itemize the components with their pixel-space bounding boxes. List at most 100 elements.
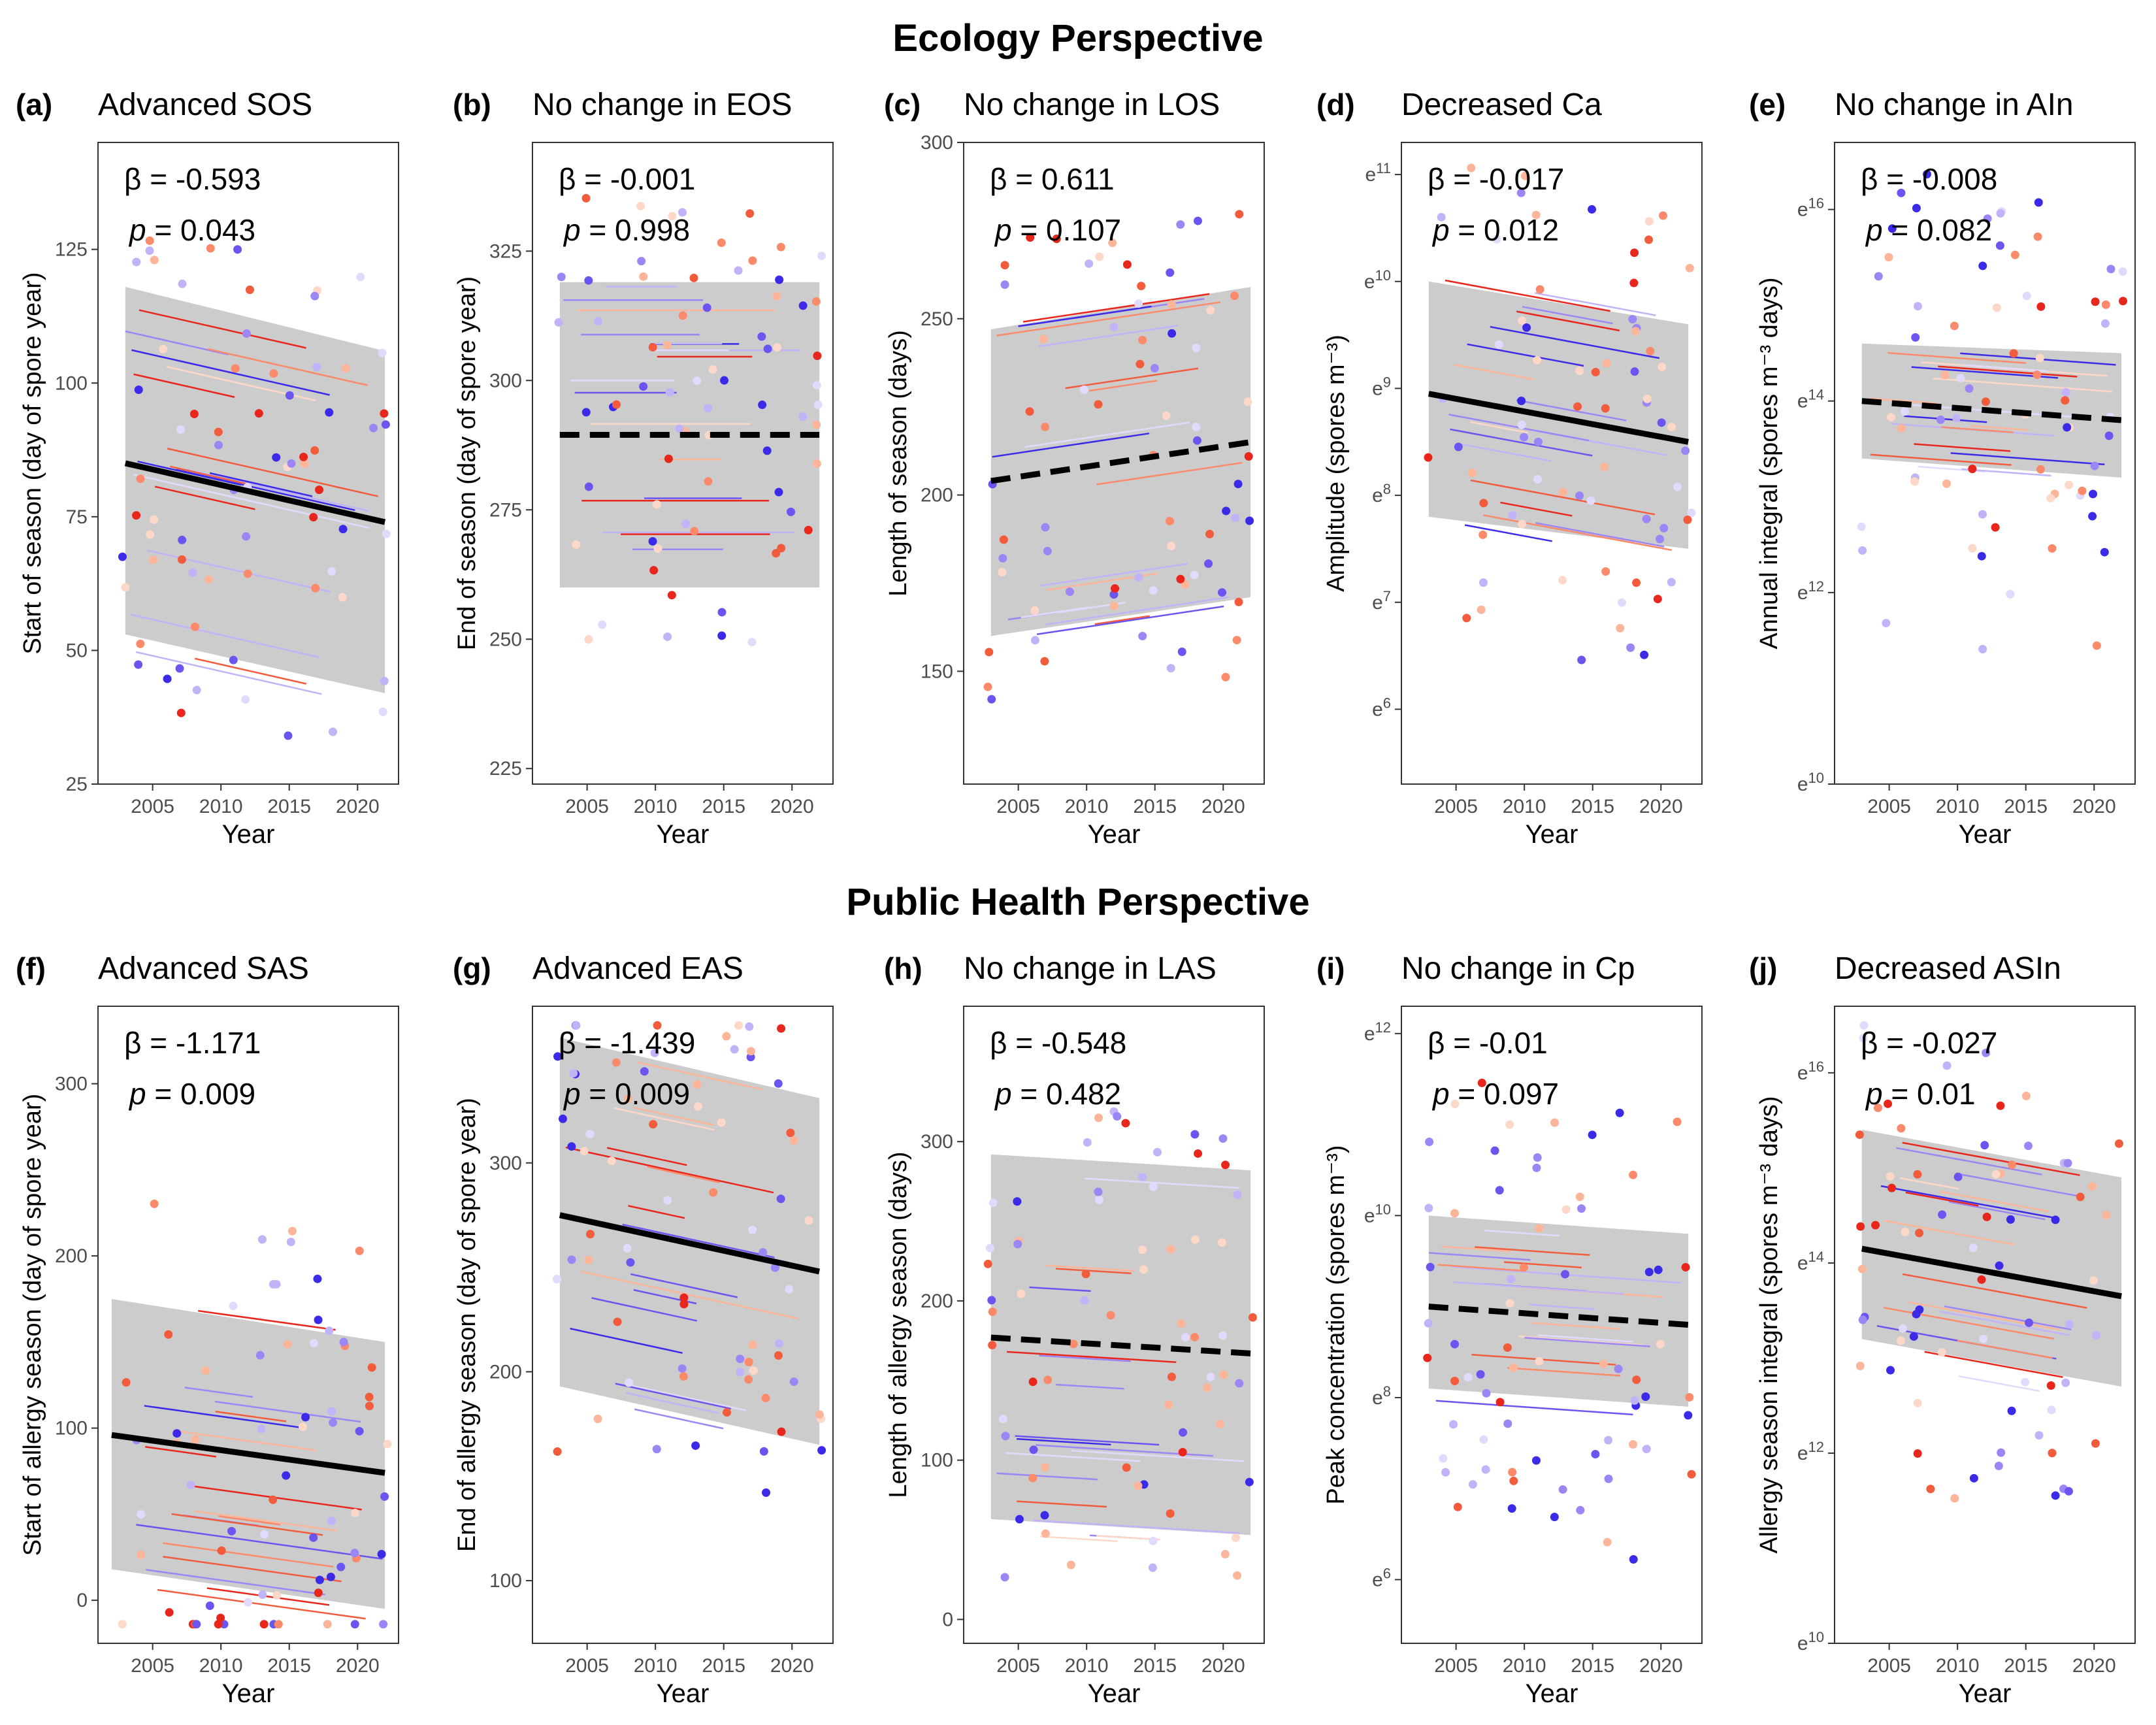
data-point	[648, 536, 657, 546]
data-point	[1936, 415, 1945, 424]
p-annotation: p = 0.998	[563, 213, 690, 247]
site-trend-line	[170, 465, 246, 485]
data-point	[2035, 353, 2044, 363]
data-point	[1029, 1445, 1038, 1454]
data-point	[985, 648, 994, 657]
site-trend-line	[146, 550, 331, 593]
site-trend-line	[1902, 1142, 2080, 1176]
data-point	[1206, 306, 1215, 315]
y-axis-label: End of allergy season (day of spore year…	[453, 1098, 481, 1552]
site-trend-line	[613, 1107, 715, 1131]
data-point	[380, 676, 389, 685]
site-trend-line	[218, 1515, 281, 1526]
data-point	[584, 635, 593, 644]
data-point	[258, 1590, 267, 1600]
site-trend-line	[1516, 310, 1620, 332]
data-point	[1576, 1505, 1585, 1515]
data-point	[2100, 319, 2110, 328]
site-trend-line	[1024, 421, 1190, 448]
data-point	[1575, 491, 1584, 501]
data-point	[2076, 1192, 2085, 1202]
site-trend-line	[630, 1273, 738, 1298]
data-point	[639, 272, 648, 281]
data-point	[1162, 411, 1171, 420]
data-point	[1450, 1209, 1460, 1218]
site-trend-line	[565, 1146, 774, 1194]
data-point	[679, 1293, 689, 1302]
data-point	[1575, 366, 1584, 375]
panel-title: Advanced SOS	[98, 88, 312, 122]
data-point	[1235, 210, 1244, 219]
y-tick-label: 300	[921, 1131, 953, 1153]
data-point	[2063, 1158, 2072, 1168]
data-point	[269, 369, 278, 378]
data-point	[257, 1424, 266, 1434]
data-point	[693, 1102, 702, 1111]
site-trend-line	[1959, 1375, 2040, 1392]
y-tick-label: e14	[1797, 387, 1824, 412]
data-point	[132, 511, 141, 520]
data-point	[1940, 370, 1950, 380]
data-point	[217, 1546, 226, 1555]
x-tick-label: 2005	[131, 796, 174, 817]
data-point	[150, 1199, 159, 1208]
data-point	[749, 1366, 758, 1375]
data-point	[1533, 355, 1542, 365]
data-point	[325, 408, 334, 417]
data-point	[812, 459, 821, 468]
data-point	[2051, 1491, 2060, 1500]
chart-panel-b: (b) No change in EOS β = -0.001 p = 0.998 20…	[453, 88, 834, 849]
data-point	[689, 273, 698, 282]
site-trend-line	[1955, 1172, 2084, 1198]
chart-panel-a: (a) Advanced SOS β = -0.593 p = 0.043 2005 20…	[16, 88, 399, 849]
site-trend-line	[184, 1387, 253, 1398]
data-point	[1518, 519, 1527, 529]
x-tick-label: 2020	[2072, 1655, 2116, 1677]
data-point	[1166, 1245, 1175, 1254]
data-point	[1494, 340, 1503, 350]
data-point	[761, 1394, 770, 1403]
data-point	[2048, 544, 2057, 553]
data-point	[720, 376, 729, 385]
data-point	[1190, 1332, 1200, 1341]
data-point	[734, 1021, 743, 1030]
data-point	[1138, 1245, 1147, 1255]
x-tick-label: 2015	[2004, 1655, 2048, 1677]
data-point	[272, 453, 281, 462]
data-point	[1235, 1379, 1244, 1388]
site-trend-line	[1908, 1301, 2061, 1331]
site-trend-line	[1094, 615, 1150, 625]
site-trend-line	[1887, 352, 2026, 364]
data-point	[286, 1238, 295, 1247]
data-point	[745, 209, 755, 218]
site-trend-line	[628, 1205, 685, 1219]
data-point	[1165, 517, 1174, 526]
data-point	[159, 344, 168, 353]
data-point	[640, 1067, 649, 1076]
data-point	[255, 1351, 265, 1360]
data-point	[1041, 1462, 1050, 1471]
data-point	[1887, 224, 1897, 233]
data-point	[378, 707, 387, 716]
data-point	[327, 1517, 336, 1526]
data-point	[2088, 489, 2097, 499]
data-point	[1094, 1195, 1103, 1204]
data-point	[1618, 598, 1627, 607]
data-point	[338, 593, 347, 602]
panel-title: Advanced EAS	[532, 951, 743, 986]
data-point	[1977, 551, 1986, 561]
data-point	[652, 500, 661, 509]
data-point	[758, 401, 767, 410]
data-point	[1558, 1485, 1567, 1494]
y-tick-label: e10	[1797, 1629, 1824, 1654]
data-point	[242, 329, 251, 338]
p-annotation: p = 0.009	[128, 1077, 255, 1111]
data-point	[287, 459, 296, 468]
p-annotation: p = 0.482	[994, 1077, 1121, 1111]
site-trend-line	[1500, 501, 1573, 517]
site-trend-line	[1036, 605, 1224, 635]
data-point	[1244, 452, 1253, 461]
data-point	[2036, 465, 2045, 474]
data-point	[2106, 265, 2115, 274]
data-point	[675, 424, 684, 433]
